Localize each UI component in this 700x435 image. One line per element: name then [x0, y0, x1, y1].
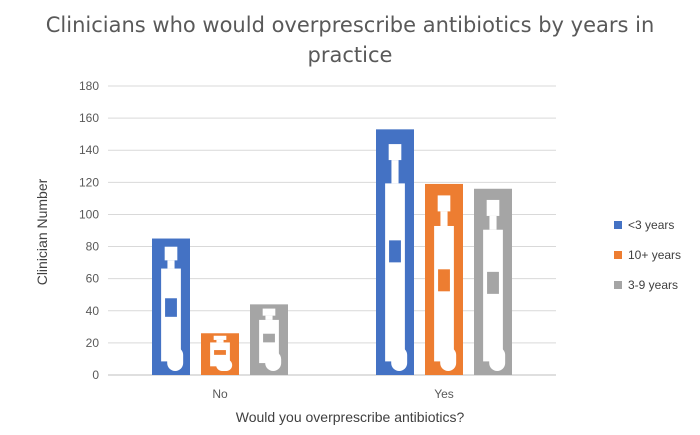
- y-tick-label: 0: [92, 368, 99, 382]
- legend-swatch: [614, 220, 622, 229]
- bottle-label-icon: [389, 240, 401, 263]
- bottle-label-icon: [214, 350, 226, 355]
- legend-label: 3-9 years: [628, 277, 679, 292]
- bar-group: [425, 183, 463, 375]
- y-tick-label: 120: [79, 175, 99, 189]
- bar-group: [152, 238, 190, 375]
- bottle-cap-icon: [213, 335, 227, 340]
- bottle-cap-icon: [164, 246, 178, 261]
- y-tick-label: 40: [86, 304, 100, 318]
- bottle-neck-icon: [489, 215, 497, 230]
- bottle-icon: [483, 229, 503, 362]
- chart-title: Clinicians who would overprescribe antib…: [45, 13, 655, 67]
- bar-group: [376, 129, 414, 375]
- y-tick-label: 160: [79, 111, 99, 125]
- bottle-neck-icon: [265, 315, 273, 320]
- legend-item: <3 years: [614, 216, 681, 233]
- y-tick-label: 60: [86, 272, 100, 286]
- legend-item: 10+ years: [614, 246, 681, 263]
- bar-group: [250, 304, 288, 375]
- y-tick-label: 80: [86, 240, 100, 254]
- x-tick-label: No: [212, 387, 228, 401]
- legend-swatch: [614, 250, 622, 259]
- legend-item: 3-9 years: [614, 276, 681, 293]
- bar-group: [474, 188, 512, 375]
- y-tick-label: 20: [86, 336, 100, 350]
- x-axis-label: Would you overprescribe antibiotics?: [235, 409, 465, 425]
- bottle-neck-icon: [216, 339, 224, 343]
- bottle-label-icon: [165, 298, 177, 317]
- bottle-cap-icon: [388, 144, 402, 161]
- y-tick-label: 100: [79, 207, 99, 221]
- y-tick-label: 140: [79, 143, 99, 157]
- legend-label: 10+ years: [628, 247, 682, 262]
- y-tick-label: 180: [79, 79, 99, 93]
- bottle-label-icon: [263, 333, 275, 343]
- bottle-cap-icon: [437, 195, 451, 212]
- bottle-label-icon: [438, 269, 450, 292]
- bar-group: [201, 333, 239, 375]
- bottle-neck-icon: [391, 160, 399, 184]
- bottle-cap-icon: [486, 199, 500, 216]
- bottle-cap-icon: [262, 308, 276, 316]
- bottle-neck-icon: [167, 260, 175, 269]
- legend: <3 years 10+ years 3-9 years: [614, 216, 681, 306]
- bottle-label-icon: [487, 271, 499, 294]
- bottle-icon: [434, 225, 454, 362]
- x-tick-label: Yes: [434, 387, 454, 401]
- bottle-icon: [385, 183, 405, 362]
- legend-swatch: [614, 280, 622, 289]
- legend-label: <3 years: [628, 217, 675, 232]
- bottle-neck-icon: [440, 211, 448, 226]
